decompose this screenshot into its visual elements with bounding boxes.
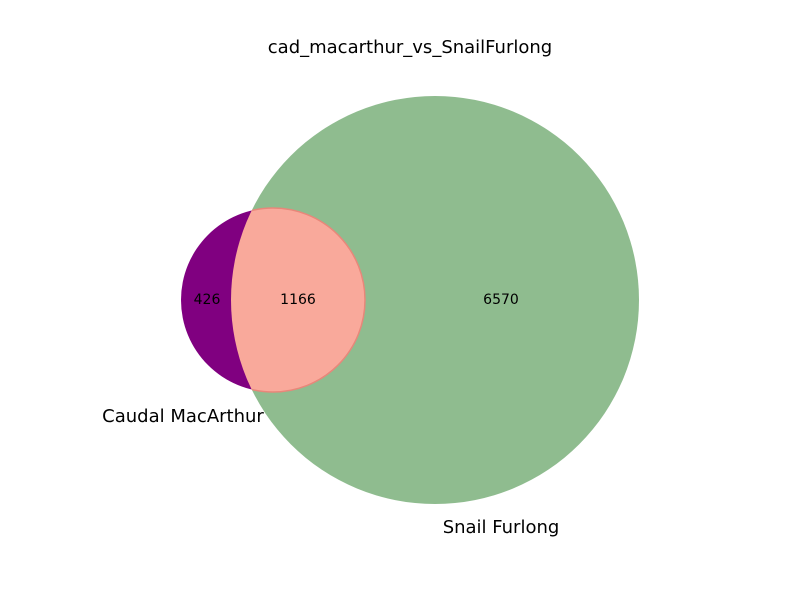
region-label-intersection: 1166	[280, 292, 316, 308]
region-label-caudal-only: 426	[194, 292, 221, 308]
chart-title: cad_macarthur_vs_SnailFurlong	[268, 37, 552, 58]
set-label-caudal-macarthur: Caudal MacArthur	[102, 406, 264, 427]
snail-furlong-circle	[231, 96, 639, 504]
intersection-region	[231, 208, 365, 392]
region-label-snail-only: 6570	[483, 292, 519, 308]
set-label-snail-furlong: Snail Furlong	[443, 517, 560, 538]
intersection-outline	[231, 207, 366, 393]
